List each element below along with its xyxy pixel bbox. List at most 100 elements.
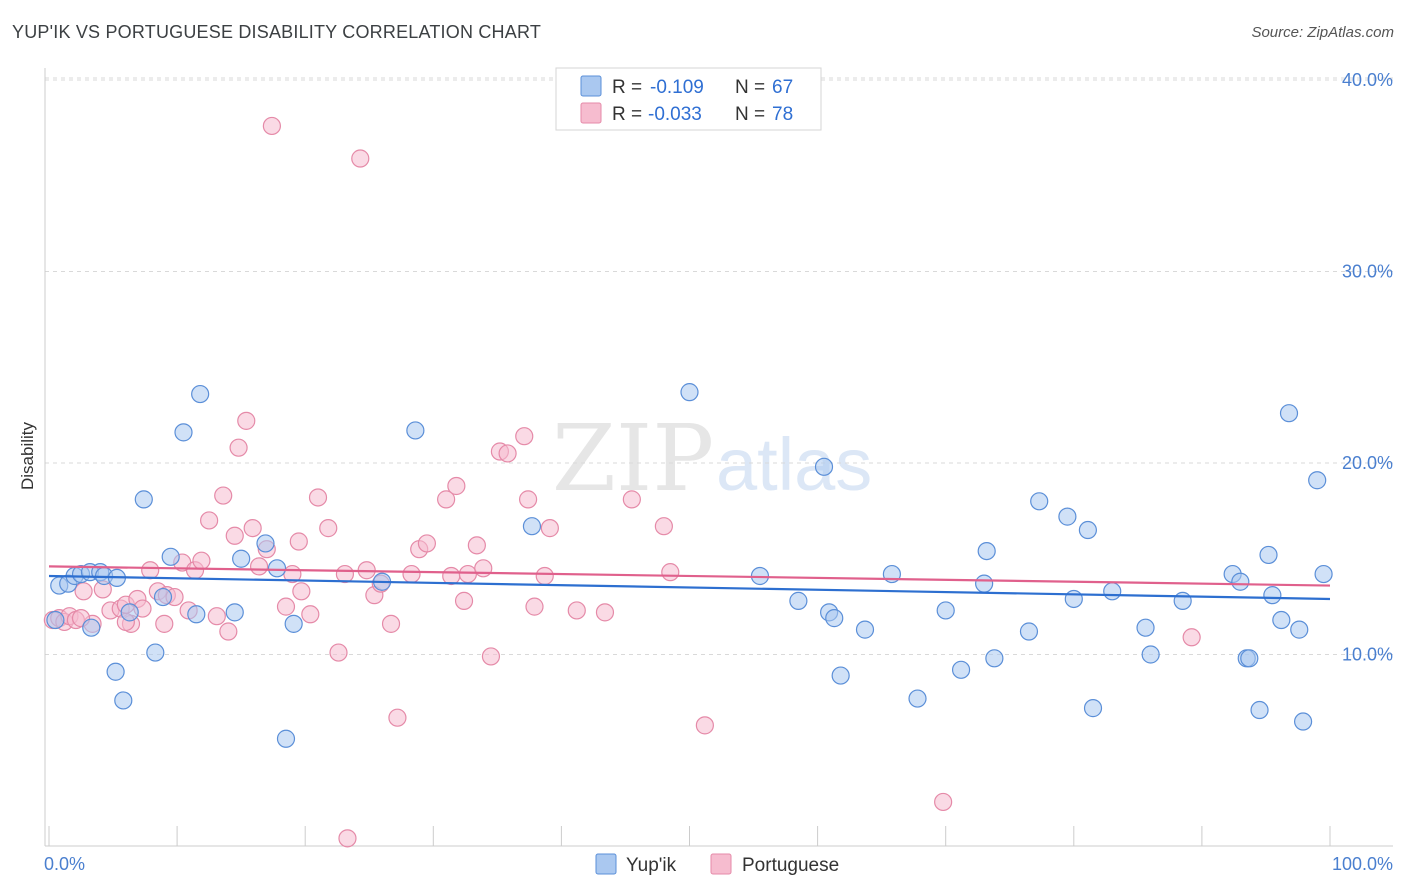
data-point-yupik (1058, 507, 1077, 526)
data-point-portuguese (319, 519, 338, 538)
data-point-yupik (1293, 712, 1313, 731)
data-point-yupik (1173, 591, 1192, 610)
data-point-yupik (114, 691, 133, 710)
data-point-yupik (789, 591, 808, 610)
data-point-portuguese (447, 476, 466, 496)
data-point-portuguese (515, 427, 534, 446)
data-point-yupik (831, 666, 850, 685)
data-point-portuguese (207, 607, 226, 626)
y-tick-label: 10.0% (1342, 645, 1393, 665)
legend-r-label-yupik: R = (612, 77, 642, 98)
data-point-portuguese (249, 557, 269, 576)
data-point-yupik (153, 587, 173, 607)
data-point-yupik (106, 662, 125, 681)
data-point-yupik (908, 689, 927, 708)
data-point-yupik (406, 421, 425, 440)
data-point-yupik (1019, 622, 1039, 641)
data-point-yupik (267, 559, 287, 578)
data-point-portuguese (237, 411, 256, 430)
data-point-yupik (232, 549, 251, 568)
data-point-yupik (276, 729, 296, 748)
y-tick-label: 20.0% (1342, 453, 1393, 473)
data-point-yupik (187, 605, 206, 624)
legend-r-label-portuguese: R = (612, 104, 642, 125)
correlation-legend: R = -0.109 N = 67 R = -0.033 N = 78 (555, 67, 822, 131)
data-point-portuguese (329, 643, 348, 662)
data-point-yupik (1263, 586, 1282, 605)
data-point-yupik (1250, 700, 1269, 720)
data-point-yupik (161, 547, 180, 566)
data-point-portuguese (338, 829, 357, 848)
data-point-portuguese (498, 444, 517, 463)
data-point-yupik (1103, 582, 1122, 601)
data-point-portuguese (243, 519, 262, 538)
data-point-yupik (975, 574, 994, 593)
data-point-portuguese (292, 582, 311, 601)
data-point-yupik (1136, 618, 1155, 637)
data-point-portuguese (74, 582, 93, 601)
data-point-yupik (191, 384, 210, 404)
data-point-portuguese (388, 708, 407, 727)
data-point-yupik (284, 614, 303, 633)
data-point-portuguese (229, 438, 248, 457)
data-point-portuguese (595, 603, 615, 622)
data-point-yupik (174, 423, 193, 442)
data-point-portuguese (402, 564, 421, 584)
data-point-portuguese (622, 490, 641, 509)
data-point-yupik (1064, 589, 1083, 609)
data-point-portuguese (381, 614, 401, 633)
data-point-yupik (1290, 620, 1309, 639)
legend-r-value-portuguese: -0.033 (648, 104, 702, 125)
series-legend: Yup'ik Portuguese (595, 853, 839, 876)
data-point-yupik (1030, 492, 1049, 511)
data-point-yupik (120, 603, 139, 622)
series-legend-label-portuguese: Portuguese (742, 855, 839, 876)
data-point-yupik (936, 601, 955, 620)
gridlines (45, 77, 1393, 655)
x-tick-label-min: 0.0% (44, 854, 85, 874)
y-axis-title: Disability (18, 421, 37, 490)
data-point-portuguese (1182, 628, 1201, 647)
data-point-portuguese (214, 486, 233, 505)
data-point-yupik (134, 490, 153, 509)
data-point-yupik (1314, 564, 1333, 584)
series-legend-label-yupik: Yup'ik (626, 855, 677, 876)
data-point-portuguese (200, 511, 219, 530)
chart-title: YUP'IK VS PORTUGUESE DISABILITY CORRELAT… (12, 22, 542, 42)
data-point-yupik (82, 618, 101, 637)
data-point-portuguese (301, 605, 320, 624)
data-point-yupik (256, 534, 275, 553)
data-point-portuguese (225, 526, 244, 545)
data-point-portuguese (417, 534, 436, 553)
x-tick-label-max: 100.0% (1332, 854, 1393, 874)
data-point-portuguese (276, 597, 296, 616)
data-point-yupik (825, 609, 844, 628)
trend-line-yupik (48, 574, 1331, 601)
data-point-portuguese (567, 601, 586, 620)
legend-n-label-portuguese: N = (735, 104, 765, 125)
series-portuguese-points (43, 116, 1201, 848)
legend-n-value-portuguese: 78 (772, 104, 793, 125)
data-point-yupik (522, 517, 542, 536)
data-point-portuguese (351, 149, 370, 168)
data-point-yupik (1259, 545, 1278, 565)
data-point-portuguese (219, 622, 238, 641)
data-point-portuguese (695, 716, 714, 735)
data-point-portuguese (525, 597, 544, 616)
data-point-yupik (1078, 520, 1097, 540)
data-point-yupik (977, 541, 996, 561)
data-point-portuguese (474, 559, 493, 578)
y-tick-label: 40.0% (1342, 70, 1393, 90)
chart-source: Source: ZipAtlas.com (1251, 24, 1394, 41)
data-point-portuguese (141, 561, 160, 580)
data-point-portuguese (155, 614, 174, 633)
data-point-yupik (814, 457, 834, 476)
data-point-yupik (1240, 649, 1259, 668)
data-point-portuguese (661, 563, 680, 582)
data-point-yupik (855, 620, 875, 639)
data-point-yupik (680, 383, 699, 402)
legend-n-value-yupik: 67 (772, 77, 793, 98)
x-axis-ticks (48, 826, 1331, 846)
data-point-portuguese (654, 517, 673, 536)
